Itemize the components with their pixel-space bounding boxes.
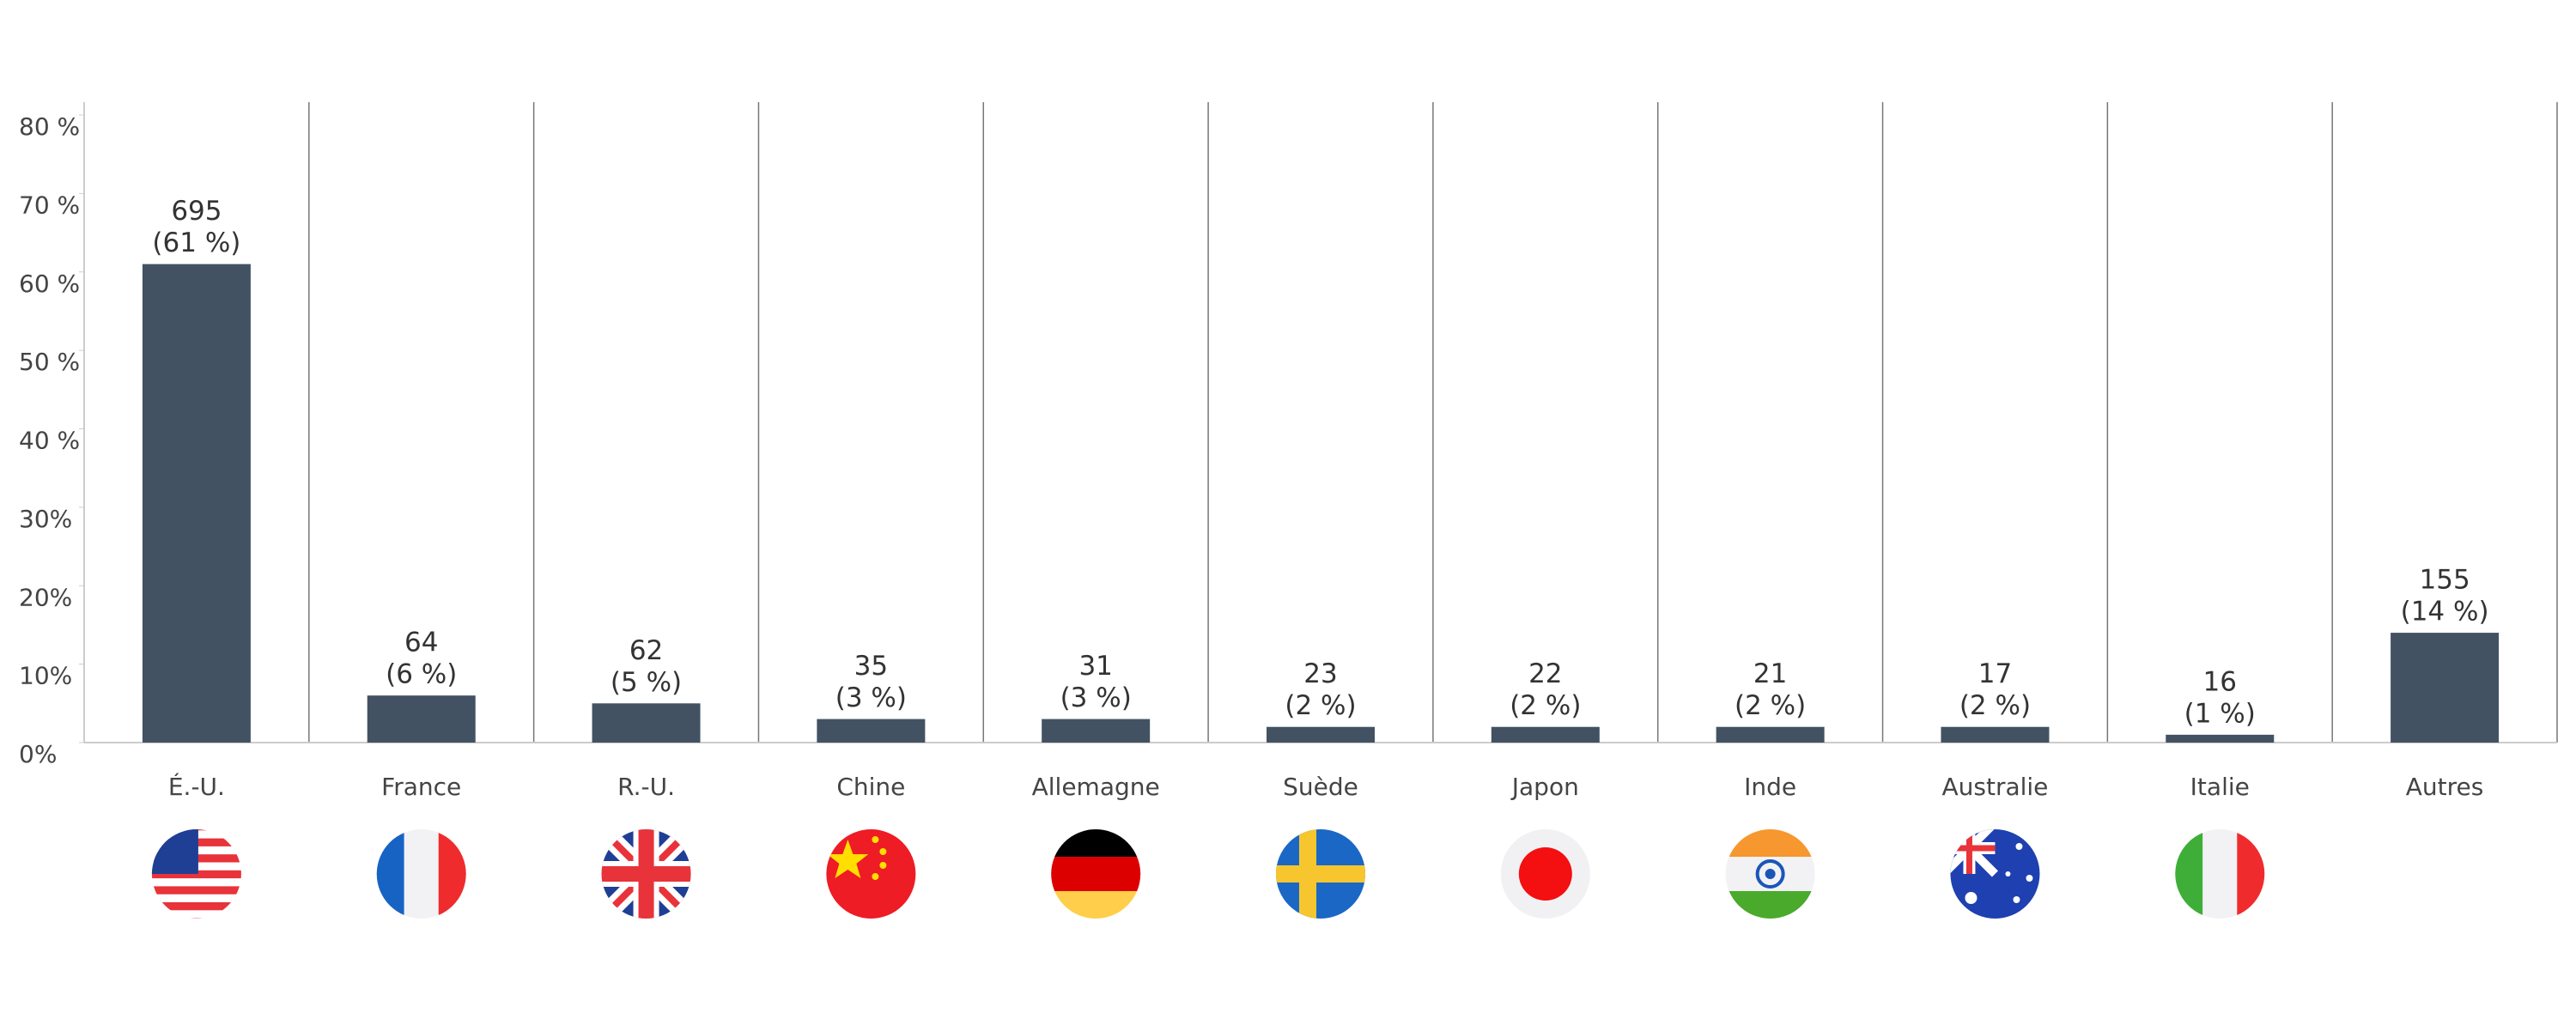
x-tick-label: R.-U.	[617, 773, 675, 801]
bar	[367, 695, 476, 743]
data-label-count: 695	[171, 196, 222, 227]
bar	[1491, 726, 1600, 743]
flag	[1276, 829, 1365, 919]
flag-part	[1755, 859, 1785, 889]
flag-part	[2015, 843, 2023, 850]
y-tick-label: 60 %	[19, 270, 80, 298]
flag-part	[2013, 896, 2020, 903]
flag-part	[2237, 829, 2265, 919]
bar	[1042, 719, 1151, 743]
data-label-percent: (1 %)	[2184, 698, 2256, 729]
bar	[817, 719, 926, 743]
x-tick-label: Italie	[2190, 773, 2250, 801]
x-tick-label: France	[381, 773, 461, 801]
flag	[2175, 829, 2265, 919]
bar	[1941, 726, 2050, 743]
data-label-count: 35	[854, 651, 888, 682]
flag-part	[1051, 857, 1141, 891]
flag-part	[1051, 891, 1141, 919]
flag-part	[151, 918, 241, 919]
data-label-percent: (3 %)	[1060, 682, 1132, 713]
y-tick-label: 50 %	[19, 348, 80, 376]
flag-part	[1276, 865, 1365, 883]
data-label-percent: (2 %)	[1285, 690, 1356, 721]
bar	[1267, 726, 1375, 743]
data-label-count: 16	[2203, 666, 2237, 697]
flag	[151, 829, 241, 919]
bar	[2391, 633, 2500, 743]
flag	[601, 829, 691, 919]
flag-part	[2202, 829, 2238, 919]
data-label-percent: (61 %)	[152, 227, 240, 258]
flag-part	[151, 829, 198, 874]
data-label-count: 155	[2420, 565, 2470, 596]
flag	[1500, 829, 1590, 919]
flag-part	[151, 870, 241, 879]
flag-part	[827, 840, 869, 878]
flag-part	[1051, 829, 1141, 857]
x-tick-label: Allemagne	[1032, 773, 1160, 801]
x-tick-label: Inde	[1744, 773, 1796, 801]
flag-part	[1765, 869, 1776, 879]
flag	[826, 829, 916, 919]
data-label-count: 21	[1753, 658, 1787, 689]
flag	[1725, 829, 1815, 919]
bar	[592, 703, 701, 743]
flag-part	[438, 829, 466, 919]
data-label-percent: (2 %)	[1510, 690, 1581, 721]
y-tick-label: 0%	[19, 740, 57, 768]
flag-part	[872, 836, 879, 843]
data-label-percent: (14 %)	[2401, 597, 2489, 628]
data-label-percent: (2 %)	[1959, 690, 2031, 721]
data-label-count: 17	[1978, 658, 2012, 689]
flag-part	[376, 829, 404, 919]
flag-part	[879, 862, 887, 869]
flag-part	[872, 873, 879, 880]
flag-part	[151, 902, 241, 911]
flag	[1950, 829, 2040, 919]
data-label-count: 22	[1528, 658, 1562, 689]
flag-part	[1518, 847, 1572, 901]
x-tick-label: Suède	[1283, 773, 1358, 801]
data-label-percent: (2 %)	[1735, 690, 1806, 721]
flag-part	[1725, 829, 1815, 857]
y-tick-label: 30%	[19, 505, 72, 533]
flag-part	[2026, 875, 2033, 882]
data-label-percent: (5 %)	[611, 667, 682, 698]
flag-part	[879, 848, 887, 855]
flag	[1051, 829, 1141, 919]
data-label-count: 31	[1078, 651, 1112, 682]
x-tick-label: Japon	[1510, 773, 1579, 801]
y-tick-label: 80 %	[19, 112, 80, 141]
bar	[1716, 726, 1825, 743]
x-tick-label: É.-U.	[168, 772, 225, 801]
x-tick-label: Australie	[1941, 773, 2048, 801]
x-tick-label: Chine	[836, 773, 905, 801]
y-tick-label: 70 %	[19, 191, 80, 219]
bar	[2166, 734, 2275, 743]
data-label-percent: (3 %)	[835, 682, 907, 713]
flag-part	[404, 829, 439, 919]
flag-part	[151, 886, 241, 895]
flag-part	[826, 829, 916, 919]
data-label-count: 23	[1303, 658, 1337, 689]
y-tick-label: 20%	[19, 583, 72, 611]
bar	[142, 264, 251, 743]
flag-part	[2175, 829, 2203, 919]
flag-part	[601, 829, 691, 919]
flag	[376, 829, 466, 919]
flag-part	[1725, 891, 1815, 919]
y-tick-label: 10%	[19, 662, 72, 690]
flag-part	[1965, 892, 1978, 904]
flag-part	[2005, 871, 2011, 877]
x-tick-label: Autres	[2406, 773, 2484, 801]
data-label-count: 62	[629, 635, 663, 666]
y-tick-label: 40 %	[19, 427, 80, 455]
flag-part	[151, 829, 241, 831]
data-label-count: 64	[404, 628, 438, 658]
data-label-percent: (6 %)	[386, 659, 457, 690]
